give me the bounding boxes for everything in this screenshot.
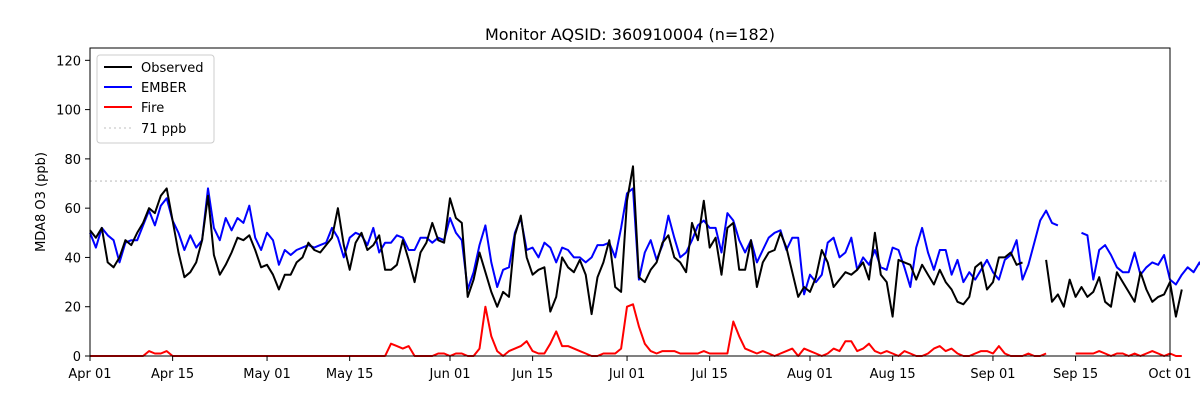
x-tick-label: Sep 01 bbox=[970, 367, 1015, 382]
chart-title: Monitor AQSID: 360910004 (n=182) bbox=[485, 25, 775, 44]
x-tick-label: Sep 15 bbox=[1053, 367, 1098, 382]
plot-frame bbox=[89, 47, 1171, 357]
x-tick-label: Jun 15 bbox=[511, 367, 553, 382]
legend-frame bbox=[96, 54, 215, 144]
legend-label-observed: Observed bbox=[141, 61, 204, 76]
legend: Observed EMBER Fire 71 ppb bbox=[96, 54, 215, 144]
x-tick-label: Apr 15 bbox=[151, 367, 194, 382]
series-group bbox=[89, 165, 1200, 357]
y-tick-label: 0 bbox=[73, 350, 81, 365]
y-tick-label: 60 bbox=[64, 202, 81, 217]
x-axis: Apr 01 Apr 15 May 01 May 15 Jun 01 Jun 15 Jul … bbox=[68, 356, 1192, 382]
y-axis-label: MDA8 O3 (ppb) bbox=[34, 152, 49, 252]
legend-label-fire: Fire bbox=[141, 101, 164, 116]
x-tick-label: Jul 15 bbox=[690, 367, 727, 382]
legend-label-ember: EMBER bbox=[141, 81, 187, 96]
y-tick-label: 80 bbox=[64, 153, 81, 168]
x-tick-label: Jun 01 bbox=[429, 367, 471, 382]
y-tick-label: 20 bbox=[64, 301, 81, 316]
series-line-observed bbox=[89, 165, 1183, 318]
y-tick-label: 100 bbox=[56, 104, 81, 119]
x-tick-label: Oct 01 bbox=[1148, 367, 1191, 382]
series-line-ember bbox=[89, 187, 1200, 296]
y-tick-label: 40 bbox=[64, 251, 81, 266]
x-tick-label: Aug 15 bbox=[870, 367, 916, 382]
x-tick-label: May 15 bbox=[326, 367, 374, 382]
series-line-fire bbox=[90, 303, 1182, 357]
legend-label-threshold: 71 ppb bbox=[141, 122, 186, 137]
plot-area bbox=[89, 165, 1200, 357]
y-tick-label: 120 bbox=[56, 54, 81, 69]
x-tick-label: Jul 01 bbox=[608, 367, 645, 382]
x-tick-label: May 01 bbox=[243, 367, 291, 382]
x-tick-label: Apr 01 bbox=[68, 367, 111, 382]
x-tick-label: Aug 01 bbox=[787, 367, 833, 382]
y-axis: 0 20 40 60 80 100 120 bbox=[56, 54, 90, 365]
